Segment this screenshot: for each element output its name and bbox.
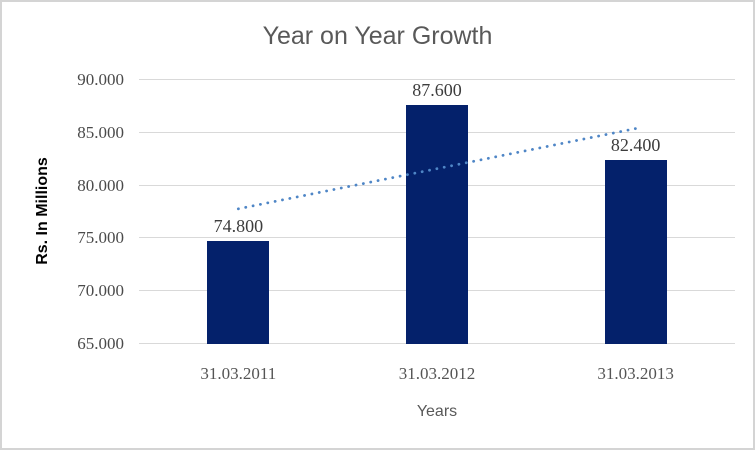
x-axis-tick-label: 31.03.2013 [597,364,674,383]
data-label-31.03.2012: 87.600 [412,80,462,101]
y-axis-tick-label: 85.000 [77,122,124,142]
y-axis-tick-label: 70.000 [77,281,124,301]
gridline [139,79,735,80]
x-axis-tick-label: 31.03.2012 [398,364,476,383]
chart-title: Year on Year Growth [262,22,493,50]
y-axis-tick-label: 75.000 [77,228,124,248]
bar-31.03.2013 [604,160,667,344]
data-label-31.03.2011: 74.800 [213,215,264,236]
data-label-31.03.2013: 82.400 [610,135,661,156]
y-axis-tick-label: 90.000 [77,70,124,89]
bar-31.03.2011 [207,240,270,344]
x-axis-title: Years [416,403,458,420]
y-axis-tick-label: 80.000 [77,175,124,195]
bar-31.03.2012 [406,105,468,344]
plot-area: 74.800 87.600 82.400 [139,79,735,344]
x-axis-tick-label: 31.03.2011 [200,364,277,383]
trendline [236,127,638,211]
y-axis-tick-label: 65.000 [77,334,124,353]
